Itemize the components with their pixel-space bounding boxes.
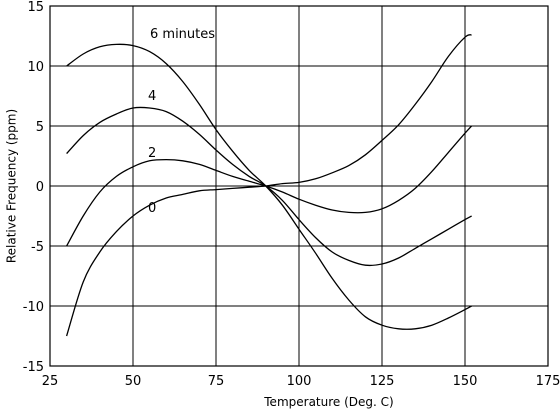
series-line bbox=[65, 34, 472, 337]
series-line bbox=[66, 125, 473, 247]
y-tick-label: 10 bbox=[27, 60, 44, 75]
x-tick-label: 50 bbox=[125, 374, 142, 389]
series-curves bbox=[65, 34, 473, 337]
plot-frame bbox=[49, 5, 549, 367]
x-tick-label: 75 bbox=[208, 374, 225, 389]
y-tick-labels: 15 10 5 0 -5 -10 -15 bbox=[23, 0, 44, 375]
y-tick-label: 5 bbox=[36, 120, 44, 135]
x-axis-label: Temperature (Deg. C) bbox=[263, 395, 393, 409]
series-line bbox=[66, 106, 472, 267]
y-tick-label: 0 bbox=[36, 180, 44, 195]
series-line bbox=[66, 43, 472, 330]
x-tick-label: 25 bbox=[42, 374, 59, 389]
y-tick-label: -15 bbox=[23, 360, 44, 375]
x-tick-label: 125 bbox=[370, 374, 395, 389]
series-label: 2 bbox=[148, 146, 156, 161]
x-tick-label: 175 bbox=[536, 374, 560, 389]
x-tick-labels: 25 50 75 100 125 150 175 bbox=[42, 374, 560, 389]
grid-lines bbox=[49, 5, 549, 367]
series-label: 0 bbox=[148, 201, 156, 216]
y-tick-label: -10 bbox=[23, 300, 44, 315]
y-tick-label: 15 bbox=[27, 0, 44, 15]
y-axis-label: Relative Frequency (ppm) bbox=[5, 109, 19, 263]
series-label: 6 minutes bbox=[150, 27, 215, 42]
x-tick-label: 150 bbox=[453, 374, 478, 389]
y-tick-label: -5 bbox=[31, 240, 44, 255]
x-tick-label: 100 bbox=[287, 374, 312, 389]
series-label: 4 bbox=[148, 89, 156, 104]
series-labels: 6 minutes 4 2 0 bbox=[148, 27, 215, 216]
